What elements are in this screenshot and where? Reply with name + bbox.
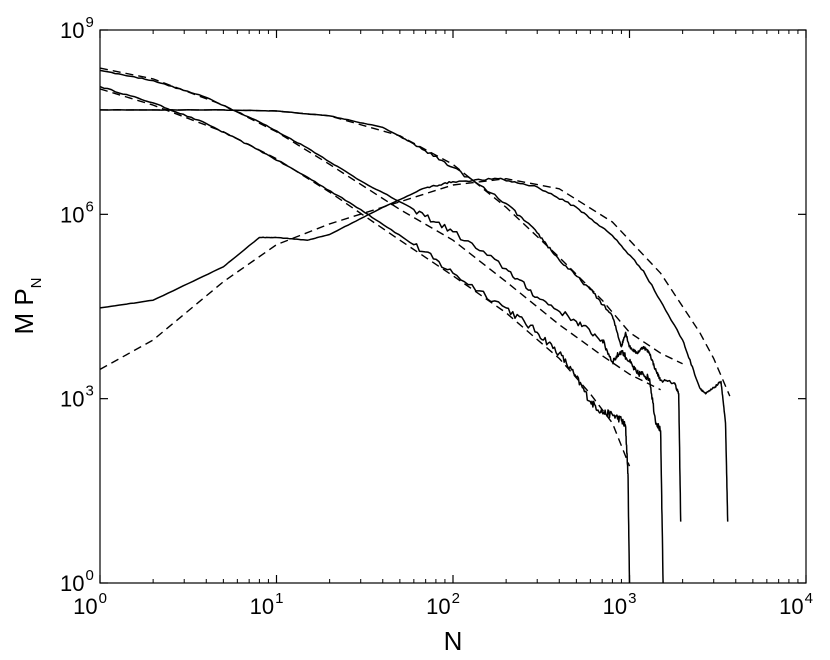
x-tick-label: 102 (426, 590, 460, 619)
series-layer (99, 67, 731, 584)
series-1-solid-line (99, 85, 631, 584)
y-axis-label: M PN (9, 277, 45, 334)
svg-text:M PN: M PN (9, 277, 45, 334)
y-tick-label: 106 (60, 198, 94, 227)
x-tick-label: 103 (603, 590, 637, 619)
y-tick-exponent: 9 (85, 14, 93, 31)
series-4-dashed-line (99, 67, 661, 391)
x-tick-exponent: 3 (628, 590, 636, 607)
x-axis-label: N (444, 626, 463, 656)
plot-frame (99, 29, 807, 584)
y-tick-exponent: 6 (85, 198, 93, 215)
y-tick-exponent: 0 (85, 567, 93, 584)
series-8-dashed-line (99, 178, 731, 397)
series-5-solid-line (99, 108, 682, 522)
y-axis-label-subscript: N (28, 277, 45, 288)
y-tick-label: 109 (60, 14, 94, 43)
x-tick-label: 104 (779, 590, 813, 619)
x-tick-exponent: 4 (805, 590, 813, 607)
y-tick-label: 100 (60, 567, 94, 596)
series-3-solid-line (99, 69, 664, 584)
series-2-dashed-line (99, 88, 631, 467)
y-axis-label-main: M P (9, 288, 39, 334)
x-tick-exponent: 2 (452, 590, 460, 607)
y-tick-exponent: 3 (85, 383, 93, 400)
y-tick-label: 103 (60, 383, 94, 412)
series-7-solid-line (99, 177, 729, 522)
x-tick-exponent: 1 (275, 590, 283, 607)
series-6-dashed-line (100, 109, 683, 365)
x-tick-exponent: 0 (99, 590, 107, 607)
x-tick-label: 101 (250, 590, 284, 619)
